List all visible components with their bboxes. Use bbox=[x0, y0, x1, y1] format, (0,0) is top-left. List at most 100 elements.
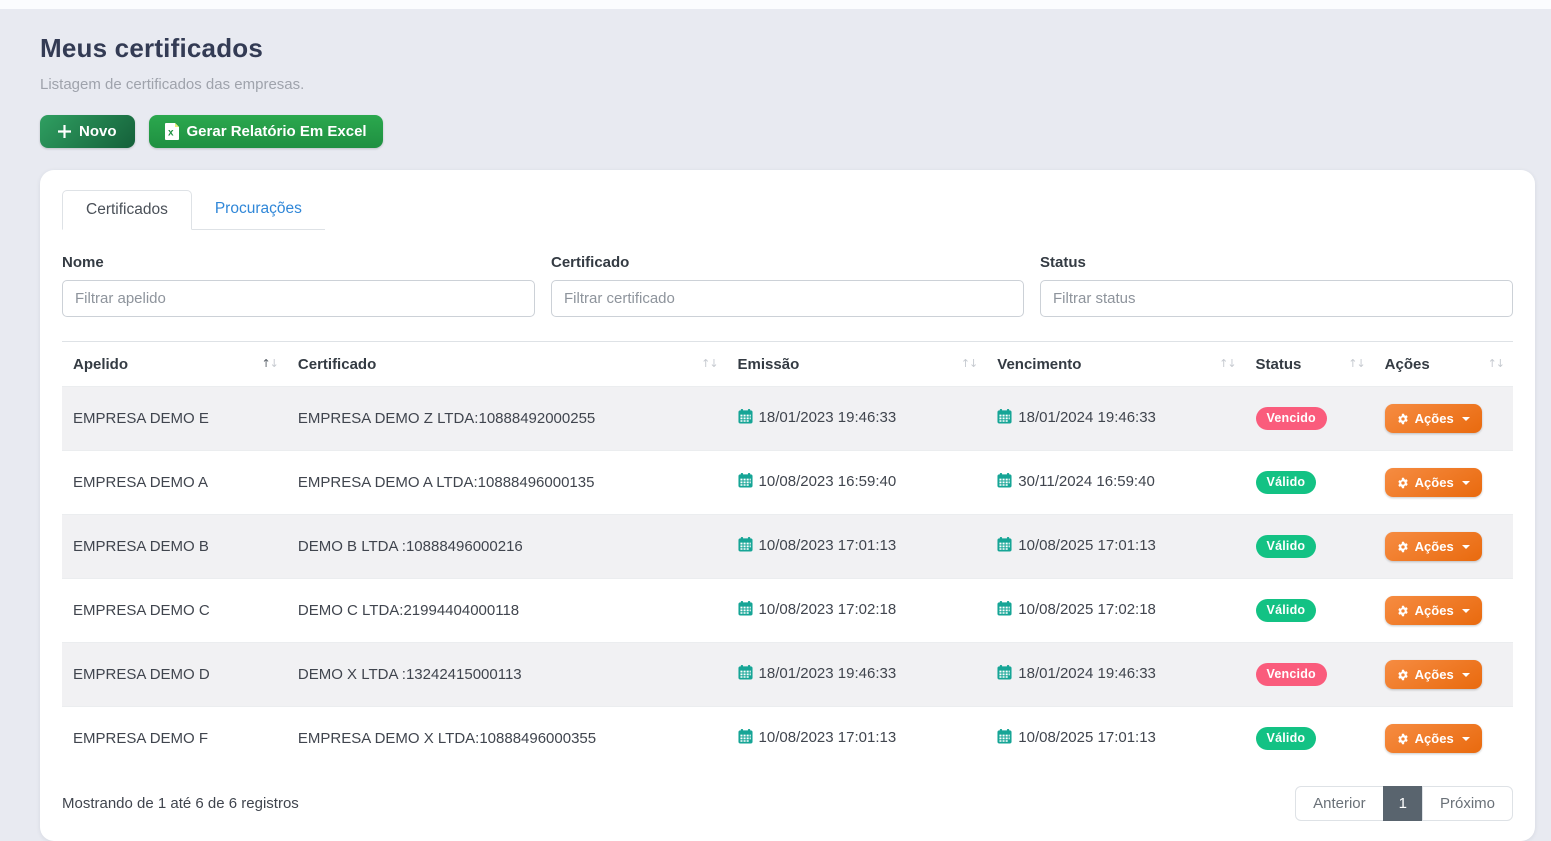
caret-down-icon bbox=[1461, 544, 1470, 549]
cell-apelido: EMPRESA DEMO A bbox=[62, 451, 287, 515]
cell-apelido: EMPRESA DEMO C bbox=[62, 579, 287, 643]
cell-emissao: 18/01/2023 19:46:33 bbox=[727, 643, 987, 707]
page-header: Meus certificados Listagem de certificad… bbox=[40, 33, 1511, 148]
caret-down-icon bbox=[1461, 736, 1470, 741]
caret-down-icon bbox=[1461, 480, 1470, 485]
caret-down-icon bbox=[1461, 672, 1470, 677]
sort-icon: ↑↓ bbox=[701, 357, 718, 371]
cell-acoes: Ações bbox=[1374, 643, 1513, 707]
tab-certificados[interactable]: Certificados bbox=[62, 190, 192, 230]
row-actions-button[interactable]: Ações bbox=[1384, 468, 1482, 497]
cell-apelido: EMPRESA DEMO D bbox=[62, 643, 287, 707]
cell-status: Vencido bbox=[1245, 387, 1374, 451]
row-actions-button[interactable]: Ações bbox=[1384, 404, 1482, 433]
cell-certificado-text: EMPRESA DEMO X LTDA:10888496000355 bbox=[297, 730, 597, 747]
cell-status: Válido bbox=[1245, 579, 1374, 643]
column-header-acoes[interactable]: Ações ↑↓ bbox=[1373, 341, 1513, 387]
certificates-table: Apelido ↑↓ Certificado ↑↓ Emissão ↑↓ Ven… bbox=[62, 341, 1513, 770]
cell-status: Válido bbox=[1245, 707, 1374, 771]
cell-apelido-text: EMPRESA DEMO C bbox=[73, 602, 210, 619]
column-header-emissao-label: Emissão bbox=[737, 356, 800, 373]
table-row: EMPRESA DEMO F EMPRESA DEMO X LTDA:10888… bbox=[62, 706, 1513, 771]
top-strip bbox=[0, 0, 1551, 9]
cell-vencimento: 10/08/2025 17:01:13 bbox=[986, 515, 1244, 579]
tab-procuracoes[interactable]: Procurações bbox=[192, 190, 325, 229]
table-row: EMPRESA DEMO B DEMO B LTDA :108884960002… bbox=[62, 514, 1513, 579]
filter-status-input[interactable] bbox=[1040, 280, 1513, 317]
plus-icon bbox=[58, 125, 71, 138]
row-actions-button[interactable]: Ações bbox=[1384, 532, 1482, 561]
pagination-current-page[interactable]: 1 bbox=[1382, 786, 1423, 821]
cell-apelido: EMPRESA DEMO E bbox=[62, 387, 287, 451]
cell-status: Válido bbox=[1245, 451, 1374, 515]
novo-button-label: Novo bbox=[79, 123, 117, 140]
column-header-vencimento-label: Vencimento bbox=[997, 356, 1082, 373]
cell-acoes: Ações bbox=[1374, 451, 1513, 515]
column-header-status[interactable]: Status ↑↓ bbox=[1244, 341, 1374, 387]
excel-report-button[interactable]: x Gerar Relatório Em Excel bbox=[148, 115, 383, 148]
table-row: EMPRESA DEMO C DEMO C LTDA:2199440400011… bbox=[62, 578, 1513, 643]
table-footer: Mostrando de 1 até 6 de 6 registros Ante… bbox=[62, 786, 1513, 821]
cell-status: Vencido bbox=[1245, 643, 1374, 707]
filter-nome-label: Nome bbox=[62, 254, 104, 271]
cell-certificado-text: DEMO B LTDA :10888496000216 bbox=[297, 538, 523, 555]
calendar-icon bbox=[997, 473, 1012, 492]
status-badge: Válido bbox=[1255, 471, 1317, 494]
svg-text:x: x bbox=[168, 128, 174, 139]
calendar-icon bbox=[997, 409, 1012, 428]
row-actions-button[interactable]: Ações bbox=[1384, 596, 1482, 625]
pagination-previous-button[interactable]: Anterior bbox=[1295, 786, 1384, 821]
sort-icon: ↑↓ bbox=[261, 357, 278, 371]
gear-icon bbox=[1397, 541, 1409, 553]
calendar-icon bbox=[738, 473, 753, 492]
cell-emissao-text: 10/08/2023 17:01:13 bbox=[758, 729, 897, 746]
cell-vencimento-text: 10/08/2025 17:01:13 bbox=[1018, 729, 1156, 746]
actions-button-label: Ações bbox=[1414, 539, 1454, 554]
cell-vencimento: 18/01/2024 19:46:33 bbox=[986, 387, 1244, 451]
column-header-status-label: Status bbox=[1255, 356, 1302, 373]
cell-vencimento-text: 30/11/2024 16:59:40 bbox=[1018, 473, 1155, 490]
sort-icon: ↑↓ bbox=[960, 357, 978, 371]
actions-button-label: Ações bbox=[1414, 667, 1454, 682]
filter-status-label: Status bbox=[1040, 254, 1086, 271]
column-header-apelido[interactable]: Apelido ↑↓ bbox=[62, 341, 287, 387]
row-actions-button[interactable]: Ações bbox=[1384, 660, 1482, 689]
cell-certificado: EMPRESA DEMO X LTDA:10888496000355 bbox=[287, 707, 727, 771]
pagination-next-button[interactable]: Próximo bbox=[1421, 786, 1513, 821]
table-header: Apelido ↑↓ Certificado ↑↓ Emissão ↑↓ Ven… bbox=[62, 341, 1513, 387]
cell-emissao-text: 10/08/2023 17:01:13 bbox=[758, 537, 897, 554]
pagination: Anterior 1 Próximo bbox=[1295, 786, 1513, 821]
novo-button[interactable]: Novo bbox=[40, 115, 135, 148]
gear-icon bbox=[1397, 605, 1409, 617]
cell-certificado-text: EMPRESA DEMO Z LTDA:10888492000255 bbox=[297, 410, 596, 427]
certificates-card: Certificados Procurações Nome Certificad… bbox=[40, 170, 1535, 841]
calendar-icon bbox=[738, 729, 753, 748]
column-header-certificado[interactable]: Certificado ↑↓ bbox=[286, 341, 727, 387]
cell-certificado: DEMO X LTDA :13242415000113 bbox=[287, 643, 727, 707]
calendar-icon bbox=[997, 537, 1012, 556]
column-header-emissao[interactable]: Emissão ↑↓ bbox=[726, 341, 987, 387]
gear-icon bbox=[1397, 733, 1409, 745]
filter-certificado-input[interactable] bbox=[551, 280, 1024, 317]
page-title: Meus certificados bbox=[40, 33, 264, 63]
filter-nome-input[interactable] bbox=[62, 280, 535, 317]
cell-certificado-text: DEMO X LTDA :13242415000113 bbox=[297, 666, 522, 683]
cell-emissao: 10/08/2023 17:02:18 bbox=[727, 579, 987, 643]
filter-status: Status bbox=[1040, 254, 1513, 317]
cell-certificado-text: EMPRESA DEMO A LTDA:10888496000135 bbox=[297, 474, 595, 491]
tab-certificados-label: Certificados bbox=[86, 201, 168, 218]
calendar-icon bbox=[738, 601, 753, 620]
column-header-vencimento[interactable]: Vencimento ↑↓ bbox=[986, 341, 1245, 387]
row-actions-button[interactable]: Ações bbox=[1384, 724, 1482, 753]
sort-icon: ↑↓ bbox=[1487, 357, 1505, 371]
filter-certificado: Certificado bbox=[551, 254, 1024, 317]
sort-icon: ↑↓ bbox=[1219, 357, 1236, 371]
cell-apelido: EMPRESA DEMO F bbox=[62, 707, 287, 771]
cell-acoes: Ações bbox=[1374, 707, 1513, 771]
cell-status: Válido bbox=[1245, 515, 1374, 579]
cell-certificado: EMPRESA DEMO Z LTDA:10888492000255 bbox=[287, 387, 727, 451]
gear-icon bbox=[1397, 413, 1409, 425]
cell-emissao: 10/08/2023 16:59:40 bbox=[727, 451, 987, 515]
cell-certificado-text: DEMO C LTDA:21994404000118 bbox=[297, 602, 520, 619]
cell-emissao-text: 18/01/2023 19:46:33 bbox=[758, 409, 897, 426]
